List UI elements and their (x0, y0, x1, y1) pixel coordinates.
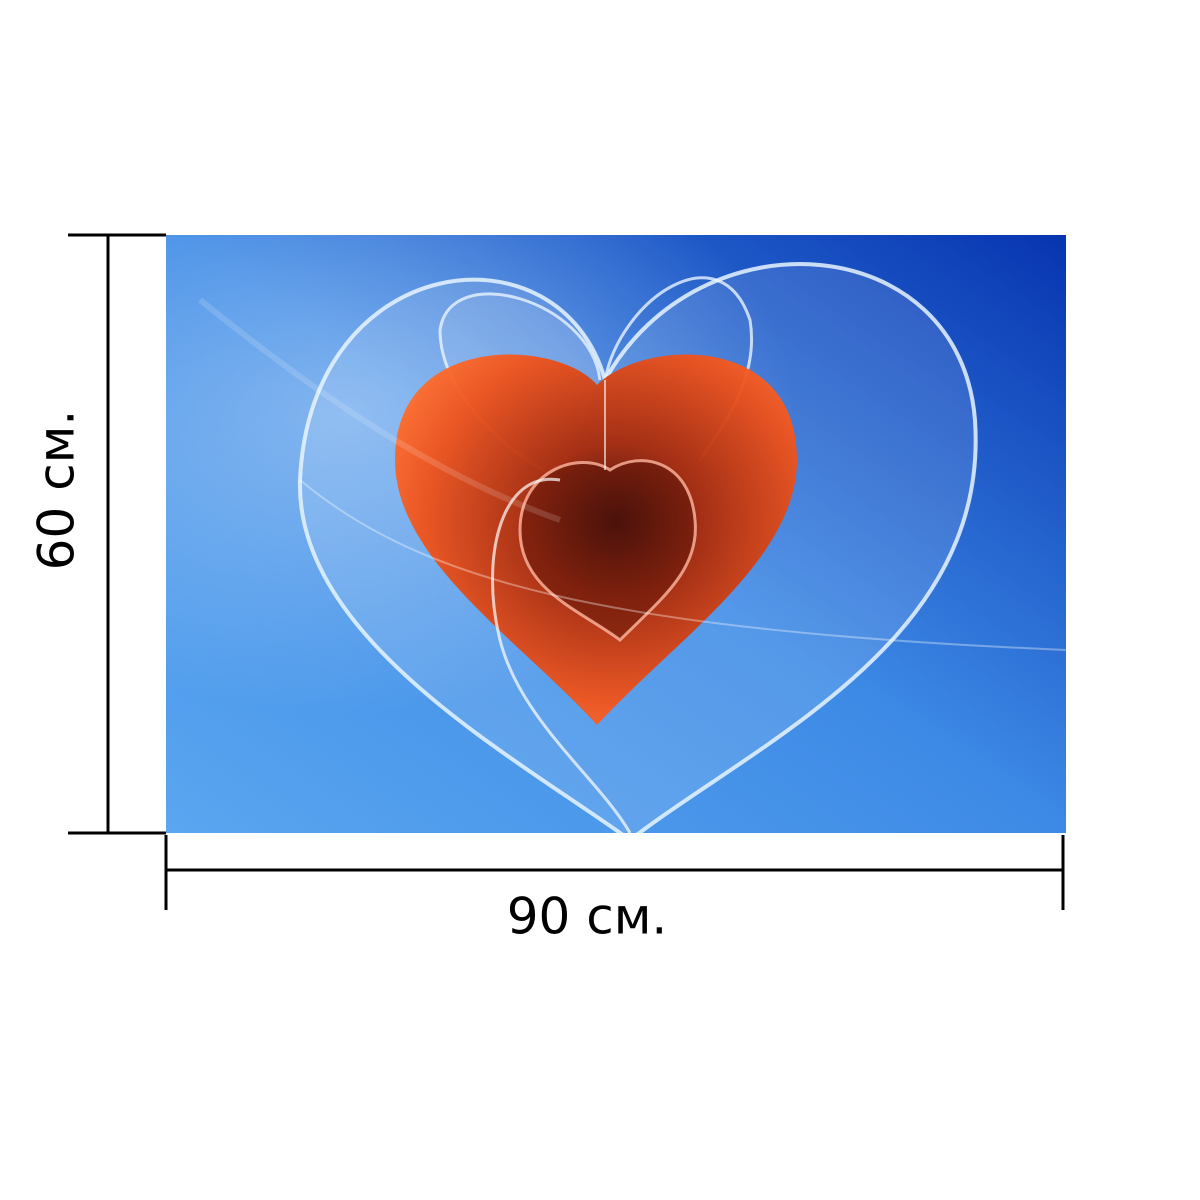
artwork (166, 235, 1066, 833)
height-dimension: 60 см. (28, 233, 166, 835)
height-label: 60 см. (28, 410, 86, 571)
width-dimension: 90 см. (164, 835, 1065, 946)
width-label: 90 см. (507, 888, 668, 946)
